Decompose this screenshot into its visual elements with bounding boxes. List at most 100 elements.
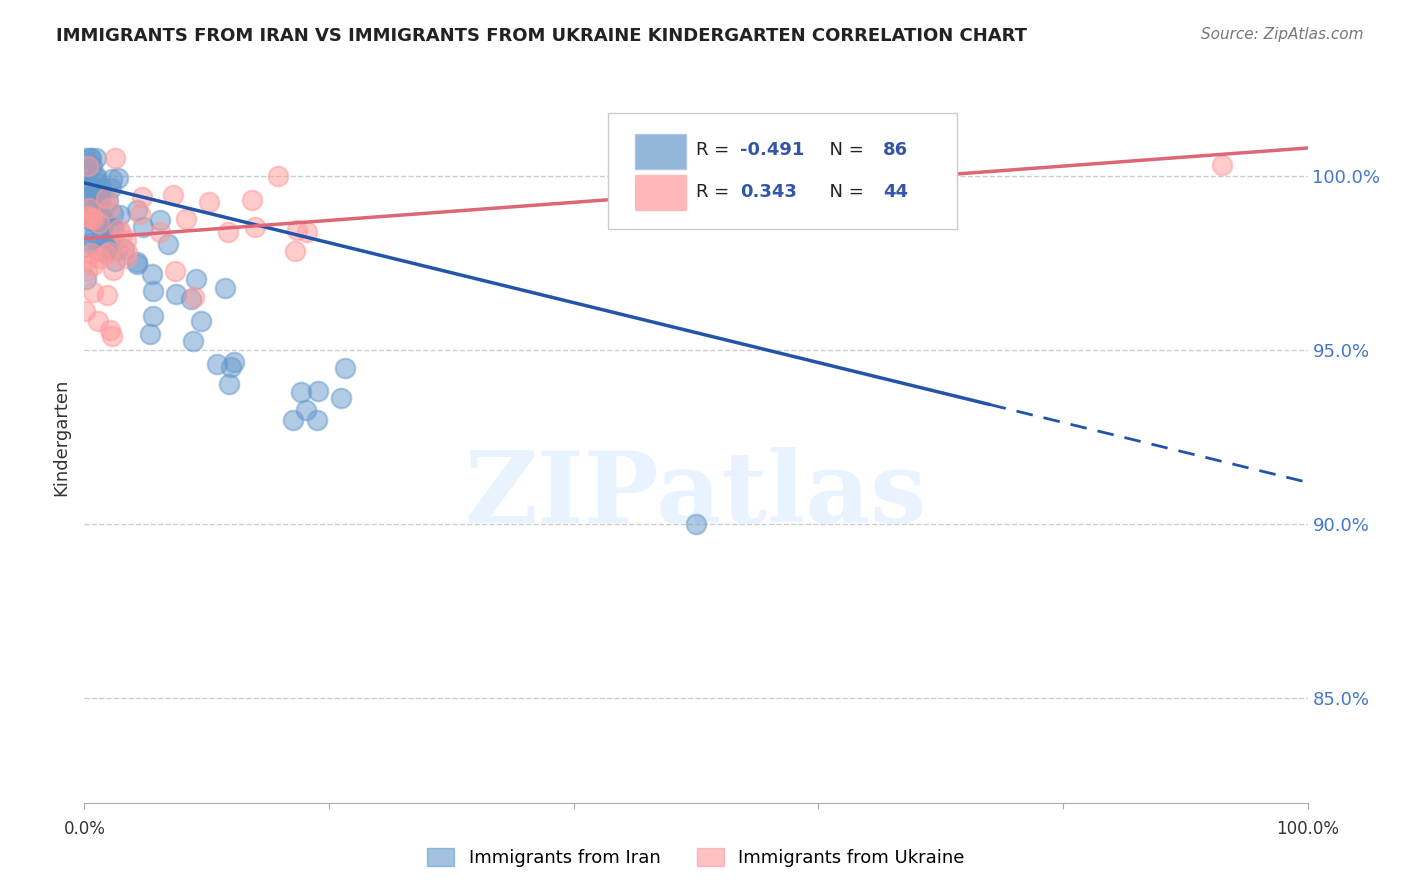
Point bbox=[90, 209, 112, 223]
Text: ZIPatlas: ZIPatlas bbox=[465, 447, 927, 544]
Point bbox=[132, 220, 155, 235]
Point bbox=[335, 361, 357, 376]
Point bbox=[93, 241, 115, 255]
Point bbox=[285, 222, 308, 236]
Point bbox=[87, 215, 110, 229]
Text: R =: R = bbox=[696, 183, 735, 201]
Point bbox=[77, 210, 100, 224]
Point bbox=[148, 212, 170, 227]
Point bbox=[190, 314, 212, 328]
Point bbox=[80, 236, 103, 251]
Point bbox=[96, 191, 118, 205]
Text: 44: 44 bbox=[883, 183, 908, 201]
Point bbox=[80, 211, 103, 226]
Point bbox=[96, 242, 118, 256]
Point bbox=[91, 213, 114, 227]
Point bbox=[89, 251, 111, 265]
Point bbox=[100, 181, 122, 195]
Point bbox=[283, 412, 305, 426]
Point bbox=[127, 202, 149, 217]
Point bbox=[80, 152, 103, 166]
Point bbox=[82, 213, 104, 227]
Point bbox=[162, 188, 184, 202]
Point bbox=[84, 214, 107, 228]
Point bbox=[87, 188, 110, 202]
FancyBboxPatch shape bbox=[607, 113, 956, 228]
Point bbox=[87, 193, 110, 207]
Point bbox=[98, 235, 121, 249]
Point bbox=[111, 227, 134, 242]
Point bbox=[79, 229, 101, 244]
Point bbox=[75, 272, 97, 286]
Point bbox=[87, 313, 110, 327]
Point bbox=[100, 329, 122, 343]
Text: 0.343: 0.343 bbox=[740, 183, 797, 201]
Point bbox=[105, 243, 128, 257]
Point bbox=[219, 359, 242, 374]
Point bbox=[75, 194, 97, 208]
Point bbox=[80, 245, 103, 260]
Point bbox=[128, 207, 150, 221]
Point bbox=[165, 287, 187, 301]
Text: 86: 86 bbox=[883, 141, 908, 160]
Point bbox=[104, 152, 127, 166]
Point bbox=[174, 211, 197, 226]
Point bbox=[685, 517, 707, 532]
Point bbox=[75, 181, 97, 195]
Point bbox=[79, 152, 101, 166]
FancyBboxPatch shape bbox=[636, 134, 686, 169]
Point bbox=[76, 178, 98, 192]
Point bbox=[82, 285, 104, 299]
Point bbox=[76, 152, 98, 166]
Point bbox=[73, 240, 96, 254]
Point bbox=[96, 288, 118, 302]
Point bbox=[89, 213, 111, 227]
Point bbox=[83, 180, 105, 194]
Point bbox=[82, 211, 104, 226]
Point bbox=[115, 233, 138, 247]
Point bbox=[79, 202, 101, 216]
Point bbox=[76, 252, 98, 267]
Point bbox=[90, 180, 112, 194]
Point bbox=[77, 160, 100, 174]
Point bbox=[84, 170, 107, 185]
Point bbox=[87, 216, 110, 230]
Point bbox=[75, 303, 97, 318]
Point bbox=[107, 171, 129, 186]
Point bbox=[73, 169, 96, 183]
Point bbox=[142, 284, 165, 298]
Point bbox=[104, 253, 127, 268]
Point bbox=[83, 181, 105, 195]
Point bbox=[141, 267, 163, 281]
Point bbox=[89, 205, 111, 219]
Point bbox=[181, 334, 204, 348]
Point bbox=[139, 327, 162, 342]
Point bbox=[1211, 158, 1233, 172]
Legend: Immigrants from Iran, Immigrants from Ukraine: Immigrants from Iran, Immigrants from Uk… bbox=[420, 840, 972, 874]
Point bbox=[117, 244, 139, 259]
Text: N =: N = bbox=[818, 183, 870, 201]
Point bbox=[84, 169, 107, 183]
Point bbox=[80, 159, 103, 173]
Y-axis label: Kindergarten: Kindergarten bbox=[52, 378, 70, 496]
Point bbox=[101, 206, 124, 220]
Point bbox=[101, 171, 124, 186]
Point bbox=[89, 193, 111, 207]
Point bbox=[100, 220, 122, 235]
Point bbox=[149, 225, 172, 239]
Point bbox=[245, 219, 267, 234]
Point bbox=[186, 272, 208, 286]
Point bbox=[93, 245, 115, 260]
Point bbox=[295, 403, 318, 417]
Point bbox=[82, 258, 104, 272]
Point bbox=[267, 169, 290, 183]
Point bbox=[100, 323, 122, 337]
Point bbox=[207, 357, 229, 371]
Point bbox=[101, 263, 124, 277]
Point bbox=[115, 252, 138, 266]
Point bbox=[97, 245, 120, 260]
Point bbox=[217, 225, 239, 239]
Point bbox=[90, 194, 112, 208]
Point bbox=[97, 221, 120, 235]
Point bbox=[75, 168, 97, 182]
